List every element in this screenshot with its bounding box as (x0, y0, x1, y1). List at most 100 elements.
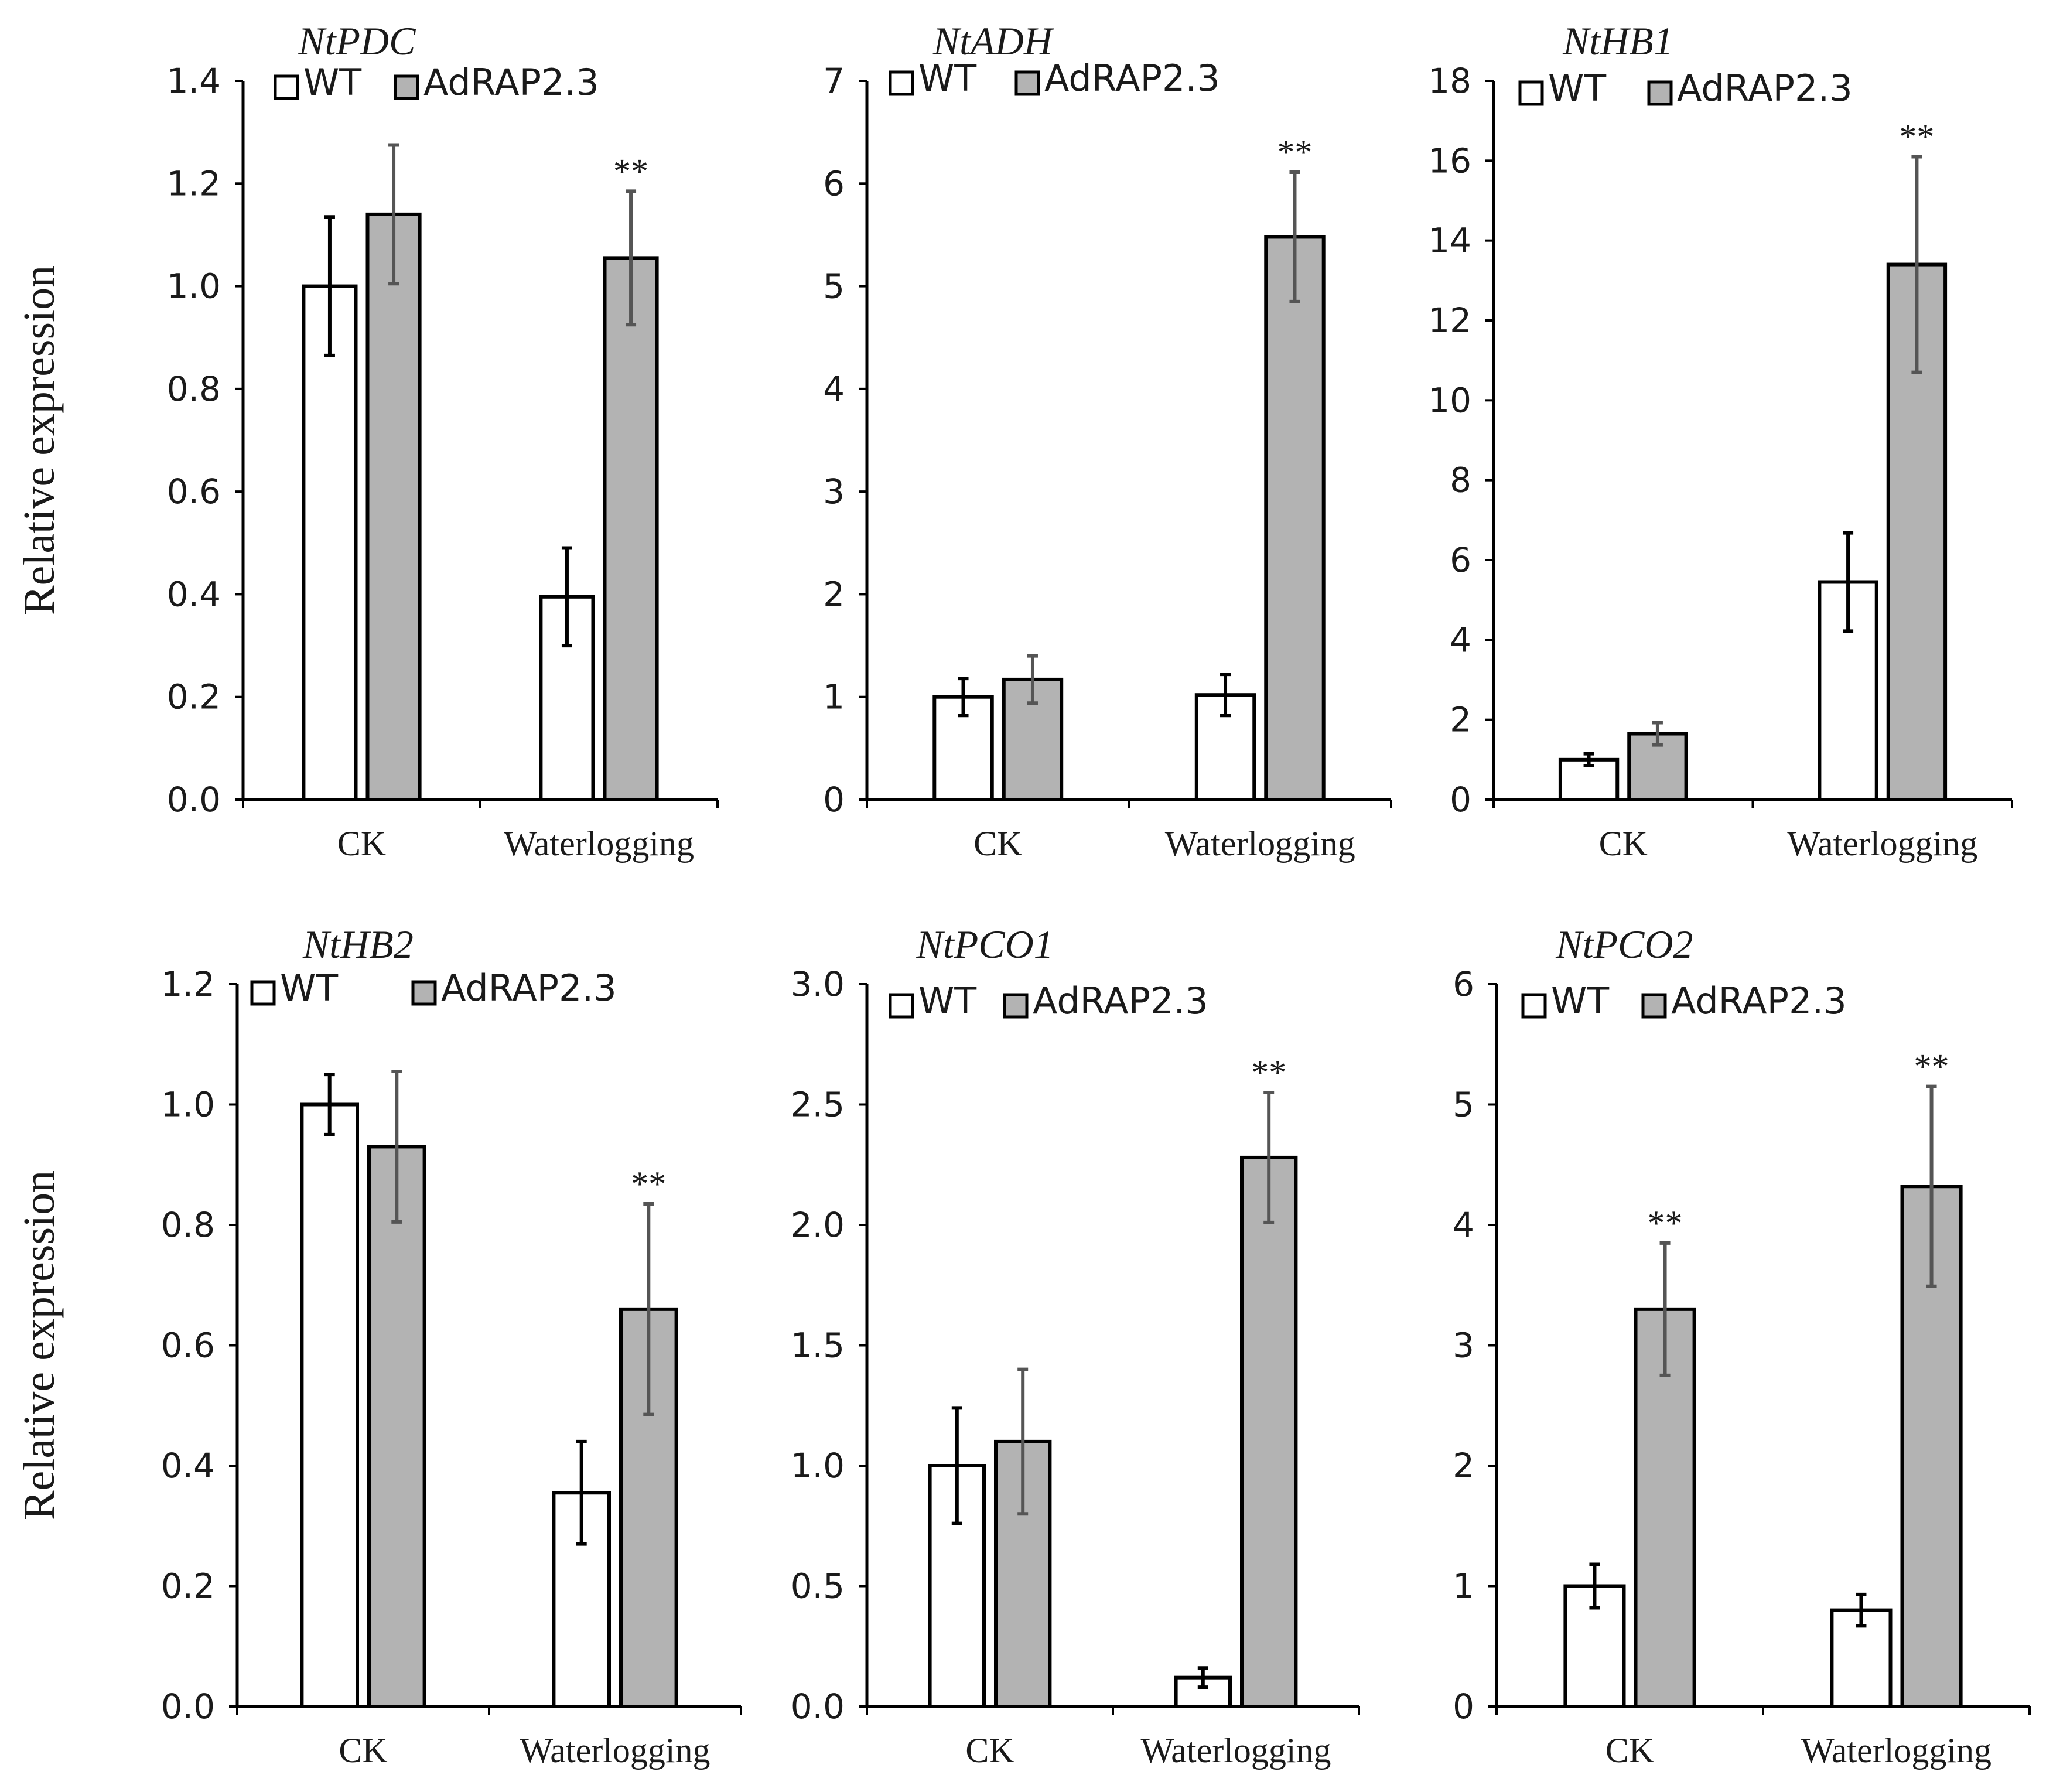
legend-swatch-adrap23 (1641, 993, 1667, 1019)
chart-title: NtADH (932, 19, 1055, 63)
significance-marker: ** (1251, 1053, 1286, 1092)
chart-title: NtPCO1 (916, 922, 1053, 967)
y-tick-label: 6 (823, 163, 845, 203)
x-tick-label-waterlogging: Waterlogging (1140, 1731, 1331, 1770)
significance-marker: ** (1914, 1047, 1949, 1086)
chart-panel-6: 0 1 2 3 4 5 6 CK ** Waterlogging ** NtPCO2 WT AdRAP2.… (1453, 922, 2031, 1770)
y-tick-label: 1.5 (791, 1326, 845, 1366)
y-tick-label: 0.4 (161, 1446, 215, 1486)
y-tick-label: 1 (823, 677, 845, 717)
y-axis-label: Relative expression (15, 1170, 64, 1520)
y-tick-label: 16 (1428, 141, 1471, 180)
y-tick-label: 14 (1428, 221, 1471, 261)
x-tick-label-ck: CK (1599, 824, 1648, 863)
bar-adrap23-waterlogging (1264, 235, 1326, 802)
panels: 0.0 0.2 0.4 0.6 0.8 1.0 1.2 1.4 CK Waterlogging **… (15, 19, 2031, 1770)
bar-adrap23-ck (365, 212, 422, 802)
bar-wt-waterlogging (1194, 693, 1256, 802)
x-tick-label-ck: CK (339, 1731, 387, 1770)
y-tick-label: 4 (1450, 620, 1471, 660)
legend-label-wt: WT (303, 61, 362, 104)
legend-swatch-adrap23 (1003, 993, 1029, 1019)
y-tick-label: 3.0 (791, 964, 845, 1004)
y-tick-label: 1.2 (167, 163, 221, 203)
legend-swatch-wt (1518, 80, 1544, 106)
y-tick-label: 3 (823, 472, 845, 511)
x-tick-label-ck: CK (1605, 1731, 1654, 1770)
y-tick-label: 0.2 (161, 1566, 215, 1606)
y-tick-label: 0.8 (167, 369, 221, 409)
y-tick-label: 1.4 (167, 61, 221, 101)
y-tick-label: 18 (1428, 61, 1471, 101)
y-tick-label: 5 (823, 267, 845, 306)
y-tick-label: 1.0 (167, 267, 221, 306)
legend-label-wt: WT (280, 967, 339, 1009)
legend-label-wt: WT (1548, 67, 1607, 110)
chart-title: NtHB1 (1562, 19, 1673, 63)
y-tick-label: 8 (1450, 460, 1471, 500)
x-tick-label-waterlogging: Waterlogging (1165, 824, 1355, 863)
y-tick-label: 0.8 (161, 1205, 215, 1245)
legend-swatch-wt (1521, 993, 1547, 1019)
significance-marker: ** (1277, 133, 1312, 172)
legend-label-wt: WT (918, 57, 977, 100)
y-tick-label: 5 (1453, 1085, 1474, 1125)
y-tick-label: 0.0 (161, 1687, 215, 1726)
y-tick-label: 3 (1453, 1326, 1474, 1366)
legend-swatch-adrap23 (1014, 70, 1040, 96)
legend-label-adrap23: AdRAP2.3 (423, 61, 599, 104)
y-tick-label: 1.0 (161, 1085, 215, 1125)
legend-label-wt: WT (918, 979, 977, 1022)
y-tick-label: 10 (1428, 380, 1471, 420)
legend-swatch-wt (889, 993, 914, 1019)
legend-swatch-wt (889, 70, 914, 96)
x-tick-label-waterlogging: Waterlogging (520, 1731, 710, 1770)
y-tick-label: 1 (1453, 1566, 1474, 1606)
y-tick-label: 0.0 (167, 780, 221, 820)
bar-wt-ck (300, 1102, 360, 1708)
y-tick-label: 12 (1428, 301, 1471, 340)
y-tick-label: 0.5 (791, 1566, 845, 1606)
significance-marker: ** (631, 1165, 666, 1203)
legend-label-adrap23: AdRAP2.3 (441, 967, 617, 1009)
legend-label-adrap23: AdRAP2.3 (1677, 67, 1853, 110)
bar-wt-ck (302, 284, 358, 802)
y-tick-label: 4 (1453, 1205, 1474, 1245)
bar-adrap23-ck (1002, 677, 1064, 802)
legend-label-adrap23: AdRAP2.3 (1033, 979, 1208, 1022)
x-tick-label-ck: CK (973, 824, 1022, 863)
chart-title: NtHB2 (302, 922, 414, 967)
legend-swatch-adrap23 (394, 74, 419, 100)
y-tick-label: 1.0 (791, 1446, 845, 1486)
significance-marker: ** (1899, 118, 1934, 156)
y-tick-label: 2 (1453, 1446, 1474, 1486)
chart-title: NtPDC (298, 19, 416, 63)
legend-swatch-wt (274, 74, 299, 100)
y-tick-label: 0.2 (167, 677, 221, 717)
legend-label-adrap23: AdRAP2.3 (1671, 979, 1847, 1022)
chart-panel-5: 0.0 0.5 1.0 1.5 2.0 2.5 3.0 CK Waterlogging ** NtP… (791, 922, 1360, 1770)
y-tick-label: 2.5 (791, 1085, 845, 1125)
x-tick-label-waterlogging: Waterlogging (1801, 1731, 1991, 1770)
y-axis-label: Relative expression (15, 265, 64, 615)
bar-adrap23-waterlogging (1240, 1155, 1298, 1709)
bar-adrap23-waterlogging (1886, 262, 1948, 802)
y-tick-label: 0 (823, 780, 845, 820)
y-tick-label: 0 (1453, 1687, 1474, 1726)
bar-adrap23-ck (367, 1145, 426, 1709)
legend-swatch-adrap23 (1647, 80, 1673, 106)
y-tick-label: 4 (823, 369, 845, 409)
y-tick-label: 2 (1450, 700, 1471, 740)
bar-adrap23-waterlogging (603, 256, 659, 801)
chart-title: NtPCO2 (1555, 922, 1693, 967)
significance-marker: ** (613, 152, 648, 190)
legend-swatch-adrap23 (411, 980, 437, 1006)
chart-panel-4: 0.0 0.2 0.4 0.6 0.8 1.0 1.2 CK Waterlogging ** NtH… (15, 922, 742, 1770)
chart-panel-1: 0.0 0.2 0.4 0.6 0.8 1.0 1.2 1.4 CK Waterlogging **… (15, 19, 719, 863)
legend-label-wt: WT (1551, 979, 1610, 1022)
significance-marker: ** (1648, 1204, 1683, 1243)
y-tick-label: 6 (1453, 964, 1474, 1004)
